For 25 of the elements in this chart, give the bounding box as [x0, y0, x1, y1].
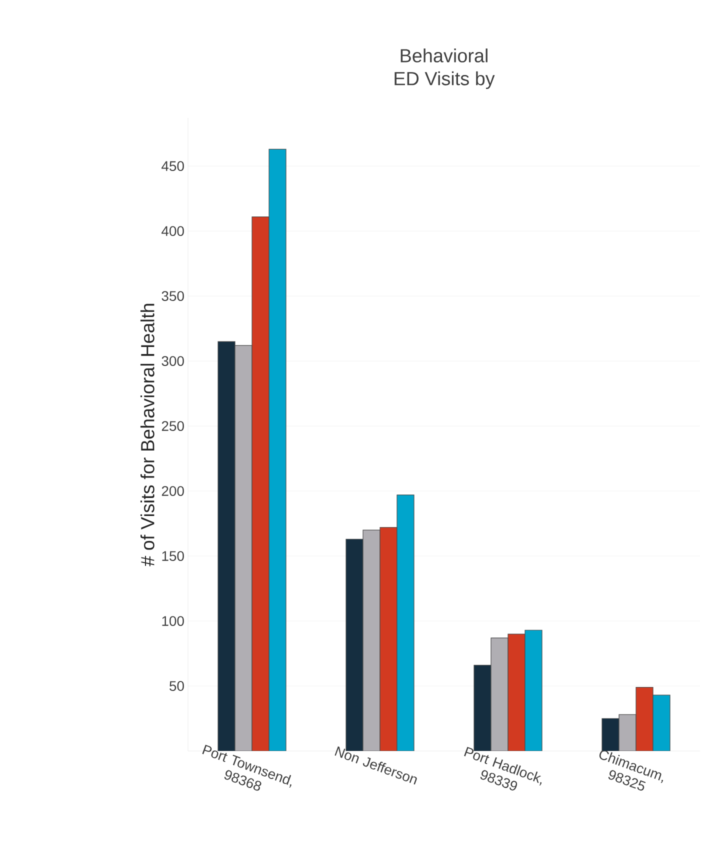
y-tick-label: 50 — [170, 681, 184, 691]
y-tick-label: 200 — [162, 486, 184, 496]
y-tick-label: 400 — [162, 226, 184, 236]
bar — [234, 345, 252, 751]
chart-subtitle: ED Visits by — [394, 71, 495, 90]
bar — [396, 494, 414, 751]
y-tick-label: 300 — [162, 356, 184, 366]
bar — [380, 527, 398, 751]
bar — [636, 687, 654, 751]
y-tick-label: 100 — [162, 616, 184, 626]
y-axis-title: # of Visits for Behavioral Health — [140, 304, 154, 566]
bar — [490, 638, 508, 751]
bar — [618, 714, 636, 751]
bar — [508, 634, 526, 751]
bar — [362, 530, 380, 751]
bar — [252, 216, 270, 751]
y-tick-label: 250 — [162, 421, 184, 431]
bar — [652, 694, 670, 751]
y-tick-label: 150 — [162, 551, 184, 561]
bar — [268, 148, 286, 751]
bar — [602, 718, 620, 751]
y-tick-label: 350 — [162, 291, 184, 302]
bar — [524, 630, 542, 751]
chart-title: Behavioral — [400, 48, 488, 62]
y-tick-label: 450 — [162, 161, 184, 172]
